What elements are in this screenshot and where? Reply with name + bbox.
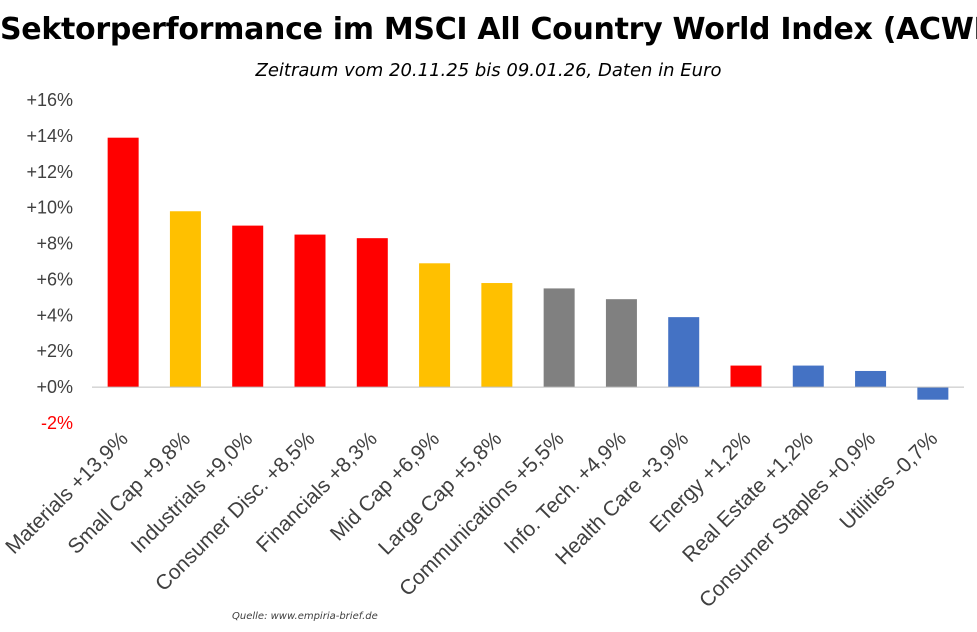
y-tick-label: +0% <box>36 377 73 397</box>
y-tick-label: +10% <box>26 198 73 218</box>
bar <box>668 317 700 388</box>
y-tick-label: +14% <box>26 126 73 146</box>
bar <box>855 370 887 388</box>
bar <box>481 283 513 388</box>
x-axis-labels: Materials +13,9%Small Cap +9,8%Industria… <box>1 427 942 612</box>
bar <box>356 238 388 388</box>
bar <box>232 225 264 388</box>
chart-title: Sektorperformance im MSCI All Country Wo… <box>0 12 977 47</box>
bar <box>792 365 824 388</box>
source-note: Quelle: www.empiria-brief.de <box>232 611 378 622</box>
bar <box>419 263 451 388</box>
y-tick-label: +2% <box>36 341 73 361</box>
y-tick-label: +6% <box>36 269 73 289</box>
bar <box>730 365 762 388</box>
y-tick-label: +8% <box>36 234 73 254</box>
bar <box>605 299 637 388</box>
y-tick-label: +4% <box>36 305 73 325</box>
y-tick-label: +12% <box>26 162 73 182</box>
x-tick-label: Mid Cap +6,9% <box>326 427 444 545</box>
chart-subtitle: Zeitraum vom 20.11.25 bis 09.01.26, Date… <box>255 60 722 81</box>
y-axis-ticks: -2% +0% +2% +4% +6% +8% +10% +12% +14% +16% <box>26 90 73 433</box>
bar <box>917 387 949 400</box>
bar <box>543 288 575 388</box>
y-tick-label: -2% <box>41 413 73 433</box>
bar <box>107 137 139 388</box>
bars <box>107 137 949 400</box>
bar <box>169 211 201 388</box>
y-tick-label: +16% <box>26 90 73 110</box>
bar <box>294 234 326 388</box>
